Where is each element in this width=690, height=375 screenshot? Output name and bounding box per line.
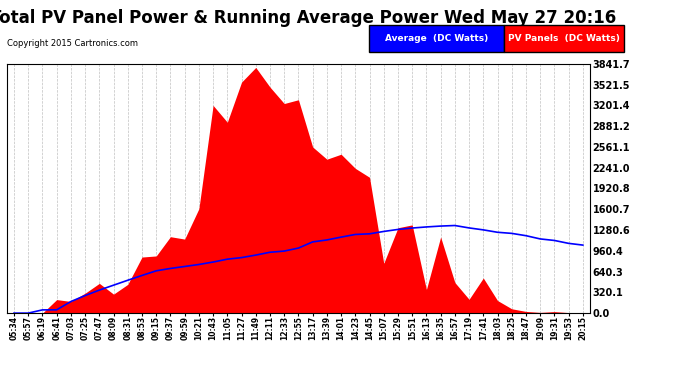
- Text: Copyright 2015 Cartronics.com: Copyright 2015 Cartronics.com: [7, 39, 138, 48]
- Text: Total PV Panel Power & Running Average Power Wed May 27 20:16: Total PV Panel Power & Running Average P…: [0, 9, 617, 27]
- Text: Average  (DC Watts): Average (DC Watts): [385, 34, 488, 43]
- Text: PV Panels  (DC Watts): PV Panels (DC Watts): [508, 34, 620, 43]
